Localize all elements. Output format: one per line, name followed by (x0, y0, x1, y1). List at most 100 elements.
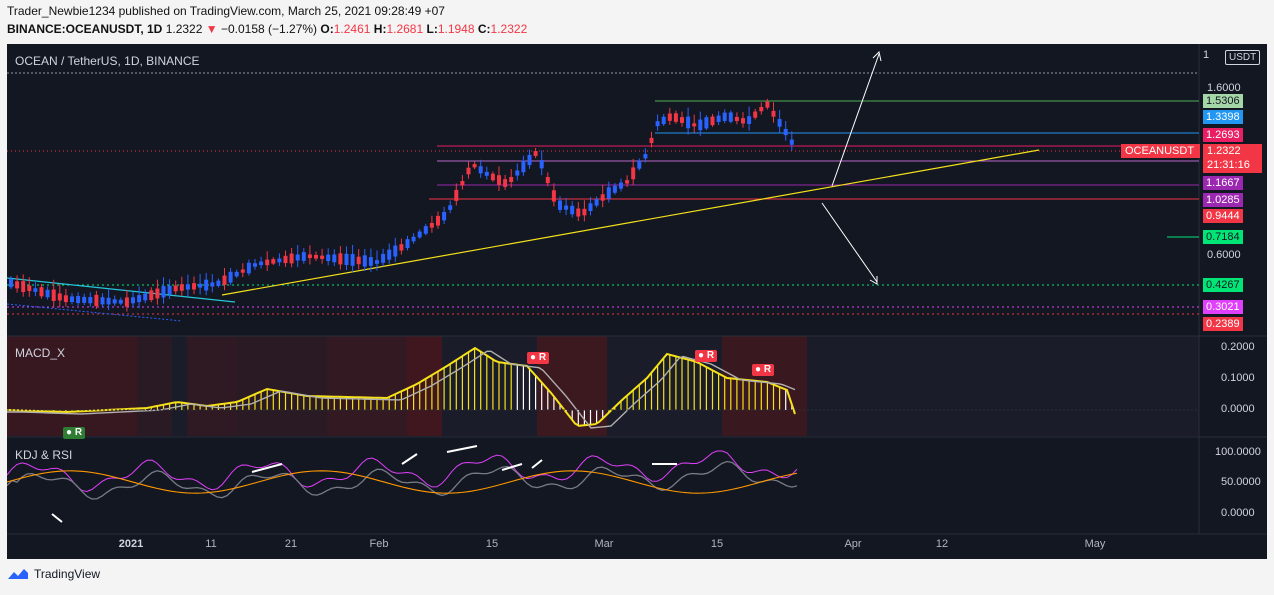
price-label: 0.4267 (1203, 278, 1243, 292)
low-label: L: (426, 22, 438, 36)
candle-body (192, 283, 196, 290)
candle-body (405, 239, 410, 249)
tradingview-cloud-icon (8, 569, 28, 579)
candle-body (436, 215, 440, 226)
candle-body (570, 205, 575, 215)
candle-body (759, 106, 764, 112)
chart-canvas[interactable] (7, 44, 1267, 559)
candle-body (100, 297, 105, 305)
candle-body (728, 112, 733, 122)
time-axis-label: 12 (935, 538, 949, 550)
candle-body (338, 253, 343, 265)
candle-body (362, 255, 367, 267)
axis-tick: 50.0000 (1221, 476, 1261, 488)
projection-arrow-up (831, 53, 880, 187)
candle-body (27, 285, 32, 292)
candle-body (332, 254, 337, 263)
current-price: 1.2322 (1207, 145, 1241, 157)
candle-body (9, 279, 13, 288)
candle-body (783, 128, 788, 136)
main-pane-title: OCEAN / TetherUS, 1D, BINANCE (15, 54, 200, 68)
ohlc-line: BINANCE:OCEANUSDT, 1D 1.2322 ▼ −0.0158 (… (7, 22, 527, 36)
candle-body (210, 282, 215, 287)
candle-body (143, 293, 148, 301)
axis-tick: 0.0000 (1221, 403, 1255, 415)
kdj-k-line-segment (51, 513, 63, 523)
price-label: 1.1667 (1203, 176, 1243, 190)
axis-tick: 1.6000 (1207, 82, 1241, 94)
candle-body (509, 176, 514, 183)
tradingview-logo[interactable]: TradingView (6, 567, 100, 581)
candle-body (576, 208, 581, 217)
candle-body (747, 116, 752, 124)
arrow-head-icon (869, 276, 878, 285)
arrow-head-icon (872, 51, 882, 62)
candle-body (753, 111, 758, 118)
axis-tick-top: 1 (1203, 49, 1210, 61)
candle-body (619, 182, 623, 189)
candle-body (503, 179, 508, 187)
candle-body (70, 296, 74, 303)
candle-body (112, 299, 117, 304)
candle-body (515, 170, 520, 176)
price-label: 0.9444 (1203, 209, 1243, 223)
open-value: 1.2461 (333, 22, 371, 36)
candle-body (320, 255, 325, 259)
axis-tick: 100.0000 (1215, 446, 1261, 458)
candle-body (600, 194, 605, 201)
candle-body (411, 236, 416, 242)
currency-button[interactable]: USDT (1225, 50, 1261, 65)
brand-name: TradingView (34, 567, 101, 581)
time-axis-label: 21 (284, 538, 298, 550)
candle-body (198, 283, 203, 288)
candle-body (497, 175, 501, 185)
price-label: 1.3398 (1203, 110, 1243, 124)
candle-body (155, 288, 160, 299)
candle-body (283, 255, 288, 264)
projection-arrow-down (821, 202, 878, 283)
kdj-k-line-segment (251, 463, 283, 473)
open-label: O: (320, 22, 334, 36)
candle-body (240, 269, 245, 273)
candle-body (356, 256, 361, 265)
candle-body (692, 123, 697, 127)
macd-histogram-zone (327, 336, 407, 436)
price-change: −0.0158 (−1.27%) (220, 22, 318, 36)
candle-body (551, 190, 556, 202)
candle-body (606, 187, 611, 199)
signal-badge: ● R (752, 364, 775, 376)
candle-body (448, 205, 453, 210)
candle-body (722, 112, 727, 121)
trendline (221, 149, 1040, 296)
time-axis-label: 11 (205, 538, 217, 550)
candle-body (124, 297, 129, 307)
macd-histogram-zone (237, 336, 327, 436)
candle-body (33, 288, 38, 292)
candle-body (82, 296, 87, 303)
chart-area[interactable]: OCEAN / TetherUS, 1D, BINANCE MACD_X KDJ… (7, 44, 1267, 559)
candle-body (88, 297, 93, 304)
kdj-j-line (7, 450, 798, 492)
candle-body (179, 284, 184, 291)
macd-histogram-zone (7, 336, 137, 436)
candle-body (63, 295, 68, 303)
time-axis-label: May (1084, 538, 1106, 550)
symbol-info: BINANCE:OCEANUSDT, 1D (7, 22, 163, 36)
candle-body (661, 116, 666, 125)
macd-histogram-zone (137, 336, 172, 436)
time-axis-label: Mar (594, 538, 614, 550)
candle-body (527, 154, 532, 166)
macd-histogram-zone (187, 336, 237, 436)
candle-body (490, 173, 495, 181)
candle-body (149, 290, 154, 301)
downtrend-line (7, 277, 236, 303)
signal-badge: ● R (527, 352, 550, 364)
rsi-line (7, 470, 798, 494)
candle-body (234, 271, 239, 277)
candle-body (228, 271, 233, 283)
kdj-k-line-segment (446, 445, 478, 453)
candle-body (442, 211, 447, 221)
kdj-k-line-segment (531, 459, 543, 469)
candle-body (39, 287, 44, 297)
high-label: H: (373, 22, 387, 36)
